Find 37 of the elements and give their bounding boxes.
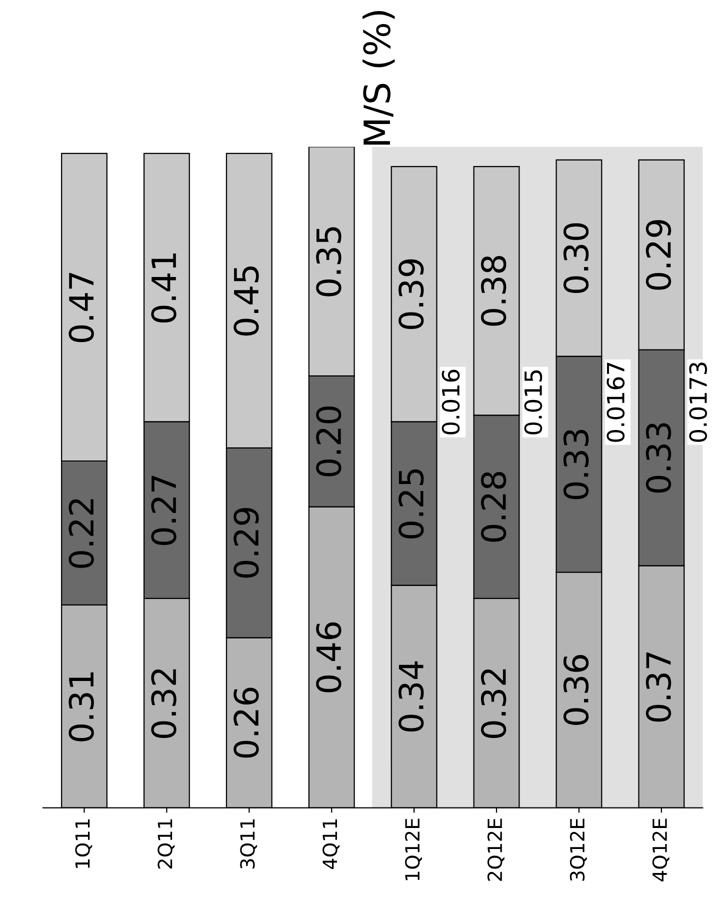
data-label: 0.33 bbox=[646, 423, 672, 493]
chart-title: M/S (%) bbox=[362, 11, 395, 145]
data-label: 0.45 bbox=[234, 266, 259, 336]
x-tick-label: 4Q11 bbox=[322, 819, 340, 870]
annotation: 0.0173 bbox=[689, 362, 708, 442]
data-label: 0.32 bbox=[480, 669, 506, 738]
data-label: 0.38 bbox=[480, 256, 506, 326]
x-tick-label: 2Q11 bbox=[158, 819, 175, 869]
data-label: 0.22 bbox=[68, 499, 94, 568]
data-label: 0.46 bbox=[316, 622, 342, 692]
data-label: 0.32 bbox=[151, 669, 176, 738]
data-label: 0.29 bbox=[646, 220, 672, 290]
data-label: 0.30 bbox=[563, 223, 589, 294]
data-label: 0.26 bbox=[234, 688, 259, 758]
x-tick-label: 3Q11 bbox=[240, 819, 258, 868]
x-tick-label: 2Q12E bbox=[487, 818, 504, 881]
data-label: 0.47 bbox=[68, 272, 94, 342]
data-label: 0.39 bbox=[398, 259, 424, 330]
x-tick-label: 1Q12E bbox=[405, 818, 422, 880]
data-label: 0.25 bbox=[398, 469, 424, 538]
data-label: 0.27 bbox=[151, 476, 176, 545]
data-label: 0.41 bbox=[151, 254, 176, 322]
annotation: 0.015 bbox=[524, 370, 542, 434]
data-label: 0.37 bbox=[646, 652, 672, 722]
annotation: 0.016 bbox=[442, 370, 460, 434]
data-label: 0.33 bbox=[563, 430, 589, 500]
x-tick-label: 1Q11 bbox=[75, 819, 92, 868]
x-tick-label: 3Q12E bbox=[570, 818, 587, 881]
data-label: 0.35 bbox=[316, 227, 342, 296]
data-label: 0.31 bbox=[68, 672, 94, 742]
x-tick-label: 4Q12E bbox=[652, 818, 670, 882]
data-label: 0.20 bbox=[316, 406, 342, 476]
data-label: 0.34 bbox=[398, 661, 424, 732]
annotation: 0.0167 bbox=[606, 362, 625, 442]
data-label: 0.28 bbox=[480, 472, 506, 542]
data-label: 0.29 bbox=[234, 508, 259, 578]
data-label: 0.36 bbox=[563, 655, 589, 725]
